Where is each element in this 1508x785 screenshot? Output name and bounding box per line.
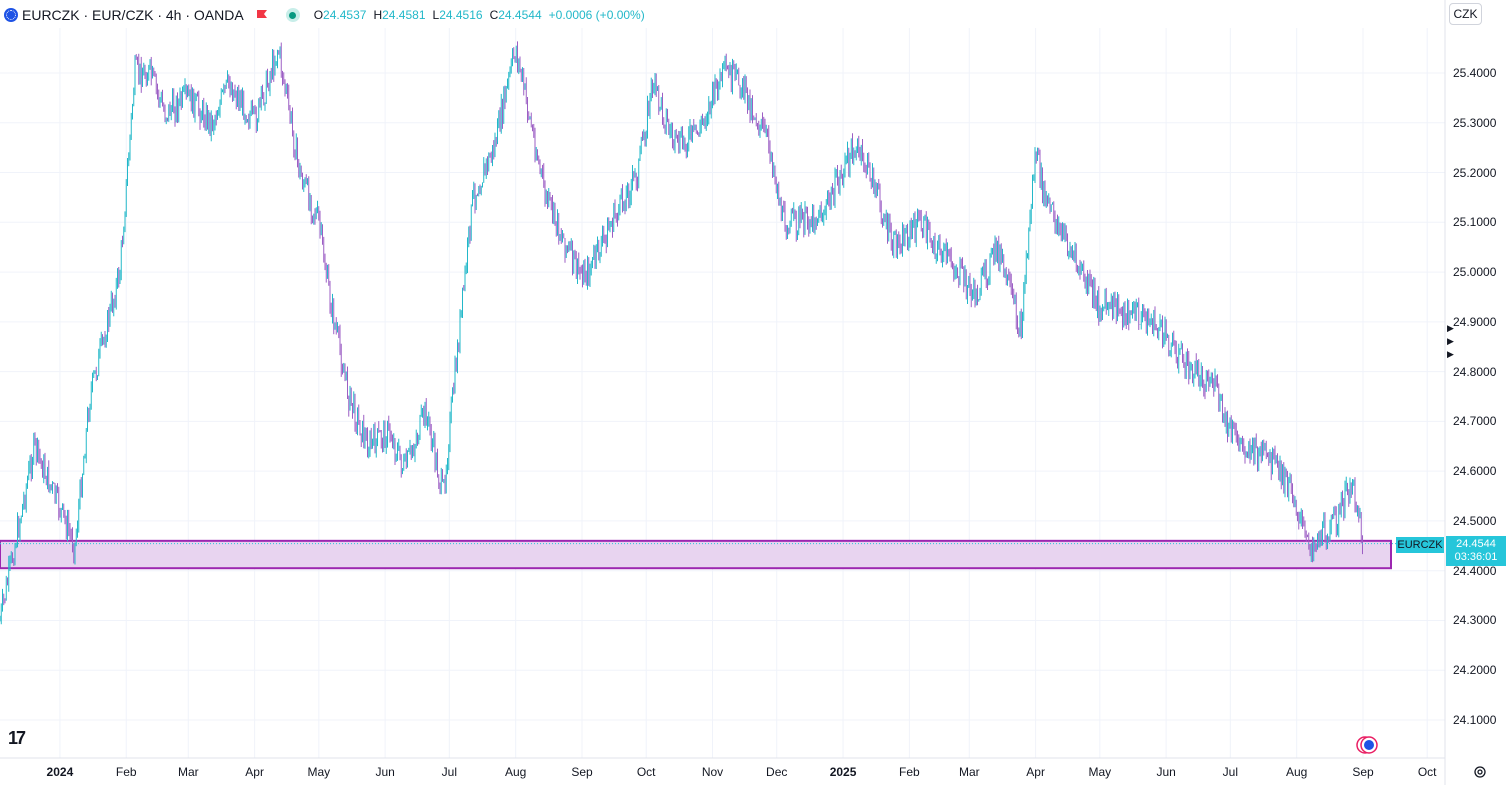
settings-gear-icon[interactable] [1473, 765, 1487, 779]
scale-arrows-icon[interactable]: ▶ ▶ ▶ [1447, 323, 1454, 359]
support-zone-rectangle [0, 539, 1392, 570]
y-tick-label: 25.0000 [1453, 265, 1497, 280]
y-tick-label: 24.7000 [1453, 414, 1497, 429]
y-tick-label: 24.3000 [1453, 613, 1497, 628]
x-tick-label: Sep [1352, 765, 1374, 779]
close-value: 24.4544 [498, 8, 542, 22]
currency-button[interactable]: CZK [1449, 3, 1482, 25]
x-tick-label: Mar [958, 765, 980, 779]
y-tick-label: 25.2000 [1453, 165, 1497, 180]
goto-realtime-icon[interactable] [1355, 735, 1381, 755]
x-tick-label: Dec [766, 765, 788, 779]
x-tick-label: 2024 [46, 765, 74, 779]
change-value: +0.0006 (+0.00%) [548, 8, 645, 22]
y-tick-label: 24.2000 [1453, 663, 1497, 678]
x-tick-label: Jun [375, 765, 395, 779]
x-tick-label: Jun [1156, 765, 1176, 779]
symbol-price-tag: EURCZK [1396, 537, 1444, 553]
x-tick-label: Apr [245, 765, 264, 779]
x-tick-label: Oct [636, 765, 656, 779]
x-tick-label: May [1088, 765, 1112, 779]
x-tick-label: May [307, 765, 331, 779]
x-tick-label: Sep [571, 765, 593, 779]
x-tick-label: Aug [504, 765, 527, 779]
y-tick-label: 24.4000 [1453, 563, 1497, 578]
x-tick-label: Feb [899, 765, 920, 779]
y-tick-label: 24.6000 [1453, 464, 1497, 479]
symbol-title[interactable]: EURCZK · EUR/CZK · 4h · OANDA [22, 7, 244, 23]
x-tick-label: Jul [441, 765, 457, 779]
bar-countdown: 03:36:01 [1454, 551, 1498, 563]
x-tick-label: Feb [115, 765, 137, 779]
open-value: 24.4537 [323, 8, 367, 22]
y-tick-label: 25.1000 [1453, 215, 1497, 230]
y-tick-label: 25.3000 [1453, 115, 1497, 130]
symbol-flag-icon [4, 8, 18, 22]
tradingview-logo-icon[interactable]: 17 [8, 728, 26, 748]
x-tick-label: 2025 [829, 765, 857, 779]
y-tick-label: 24.1000 [1453, 713, 1497, 727]
symbol-header: EURCZK · EUR/CZK · 4h · OANDA O24.4537 H… [4, 4, 645, 26]
high-value: 24.4581 [382, 8, 426, 22]
low-value: 24.4516 [439, 8, 483, 22]
x-tick-label: Jul [1222, 765, 1238, 779]
y-tick-label: 24.8000 [1453, 364, 1497, 379]
flag-icon[interactable] [256, 9, 268, 21]
last-price-tag: 24.4544 03:36:01 [1446, 536, 1506, 566]
ohlc-values: O24.4537 H24.4581 L24.4516 C24.4544 +0.0… [313, 8, 645, 22]
y-tick-label: 24.9000 [1453, 314, 1497, 329]
x-tick-label: Mar [177, 765, 199, 779]
y-tick-label: 25.4000 [1453, 66, 1497, 80]
x-tick-label: Aug [1285, 765, 1308, 779]
market-status-icon[interactable] [285, 8, 300, 22]
x-tick-label: Oct [1417, 765, 1437, 779]
y-tick-label: 24.5000 [1453, 513, 1497, 528]
x-tick-label: Apr [1026, 765, 1045, 779]
last-price: 24.4544 [1456, 538, 1496, 550]
x-tick-label: Nov [701, 765, 724, 779]
